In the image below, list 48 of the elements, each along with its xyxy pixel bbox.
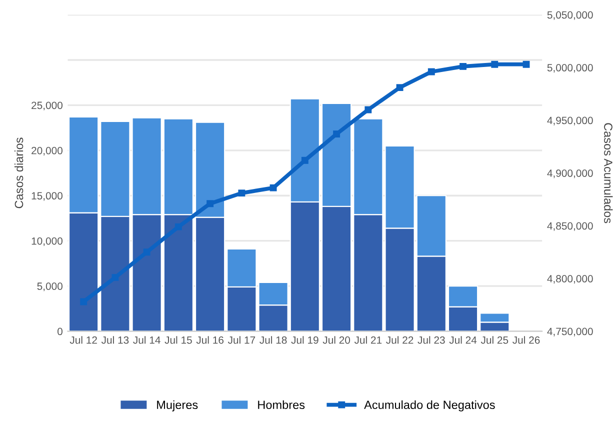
x-tick-label: Jul 24 (449, 336, 477, 344)
point (206, 200, 214, 208)
point (174, 223, 182, 230)
y2-tick-label: 4,950,000 (547, 116, 593, 126)
x-tick-label: Jul 14 (133, 336, 160, 344)
x-tick-label: Jul 15 (164, 336, 192, 344)
x-tick-label: Jul 21 (354, 336, 382, 344)
point (301, 156, 308, 164)
y-tick-label: 5,000 (37, 282, 62, 292)
y2-tick-label: 4,750,000 (547, 328, 593, 336)
x-tick-label: Jul 25 (480, 336, 508, 344)
x-tick-label: Jul 20 (322, 336, 350, 344)
y2-tick-label: 4,850,000 (547, 222, 593, 231)
y-tick-label: 20,000 (32, 146, 62, 156)
point (80, 298, 88, 306)
point (428, 68, 435, 76)
y2-tick-label: 5,050,000 (547, 11, 593, 20)
x-tick-label: Jul 12 (70, 336, 97, 344)
y2-tick-label: 5,000,000 (547, 64, 593, 73)
y-tick-label: 25,000 (32, 102, 62, 110)
y2-tick-label: 4,800,000 (547, 275, 593, 284)
legend-label: Hombres (258, 400, 305, 410)
legend-label: Mujeres (157, 400, 198, 412)
x-tick-label: Jul 13 (101, 336, 129, 344)
y-tick-label: 10,000 (32, 237, 62, 246)
x-tick-label: Jul 22 (386, 336, 414, 344)
y-axis-title: Casos diarios (14, 138, 24, 208)
point (460, 62, 466, 70)
point (238, 190, 246, 197)
legend-label: Acumulado de Negativos (364, 400, 495, 412)
point (491, 60, 498, 68)
y-tick-label: 0 (58, 328, 62, 336)
point (522, 60, 530, 68)
x-tick-label: Jul 16 (196, 336, 224, 344)
x-tick-label: Jul 19 (291, 336, 318, 344)
point (143, 248, 150, 256)
point (270, 184, 277, 192)
x-tick-label: Jul 26 (512, 336, 540, 344)
point (112, 274, 119, 281)
point (364, 106, 372, 114)
point (333, 130, 340, 138)
x-tick-label: Jul 17 (228, 336, 256, 344)
y-tick-label: 15,000 (32, 192, 62, 201)
y2-tick-label: 4,900,000 (547, 170, 593, 178)
x-tick-label: Jul 18 (260, 336, 287, 344)
x-tick-label: Jul 23 (418, 336, 445, 344)
y2-axis-title: Casos Acumulados (604, 123, 613, 224)
point (396, 84, 404, 92)
